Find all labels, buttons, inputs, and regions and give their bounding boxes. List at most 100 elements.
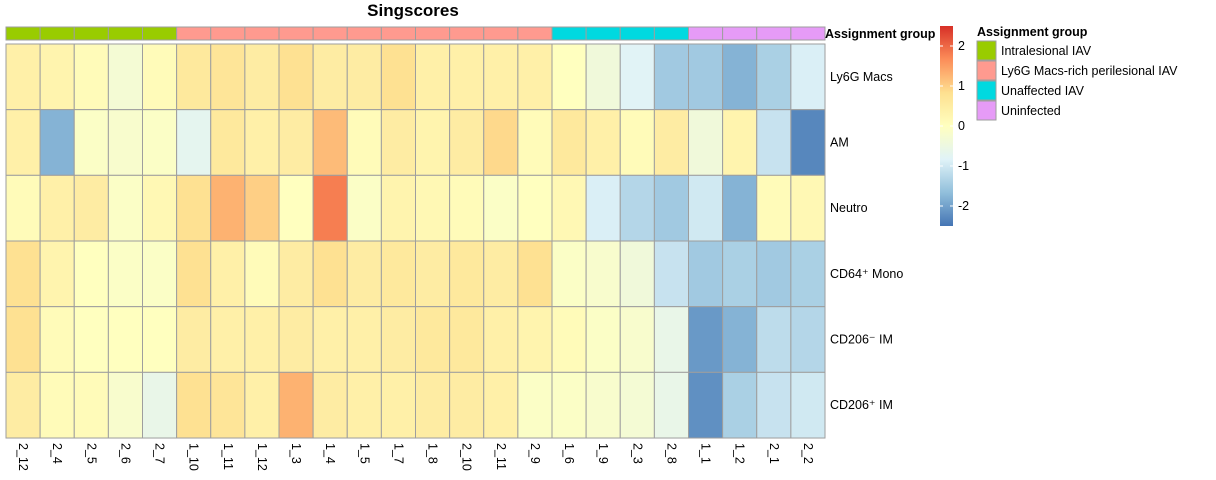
heatmap-cell xyxy=(483,240,519,308)
heatmap-cell xyxy=(278,109,314,176)
heatmap-cells xyxy=(5,43,826,439)
heatmap-cell xyxy=(210,174,246,242)
column-label: 1_5 xyxy=(357,443,371,464)
heatmap-cell xyxy=(142,43,178,111)
heatmap-cell xyxy=(73,240,109,308)
heatmap-cell xyxy=(5,174,41,242)
annotation-bar-label: Assignment group xyxy=(825,27,936,41)
annotation-cell xyxy=(790,26,826,41)
heatmap-cell xyxy=(483,371,519,439)
heatmap-cell xyxy=(278,371,314,439)
column-label: 1_10 xyxy=(187,443,201,471)
heatmap-cell xyxy=(790,306,826,373)
annotation-cell xyxy=(551,26,587,41)
heatmap-cell xyxy=(244,43,280,111)
column-label: 2_6 xyxy=(118,443,132,464)
heatmap-cell xyxy=(585,240,621,308)
heatmap-cell xyxy=(756,174,792,242)
column-label: 2_10 xyxy=(460,443,474,471)
column-label: 2_12 xyxy=(16,443,30,471)
heatmap-cell xyxy=(688,306,724,373)
heatmap-cell xyxy=(653,109,689,176)
heatmap-cell xyxy=(619,306,655,373)
heatmap-cell xyxy=(142,240,178,308)
column-label: 1_3 xyxy=(289,443,303,464)
heatmap-cell xyxy=(415,109,451,176)
column-label: 2_1 xyxy=(767,443,781,464)
heatmap-cell xyxy=(551,109,587,176)
heatmap-cell xyxy=(176,174,212,242)
row-label: Neutro xyxy=(830,201,868,215)
heatmap-cell xyxy=(653,306,689,373)
heatmap-cell xyxy=(380,371,416,439)
heatmap-cell xyxy=(39,43,75,111)
heatmap-cell xyxy=(756,240,792,308)
heatmap-cell xyxy=(278,240,314,308)
heatmap-cell xyxy=(107,43,143,111)
column-label: 2_4 xyxy=(50,443,64,464)
heatmap-cell xyxy=(756,306,792,373)
heatmap-cell xyxy=(449,240,485,308)
heatmap-cell xyxy=(790,43,826,111)
heatmap-cell xyxy=(142,306,178,373)
heatmap-cell xyxy=(176,306,212,373)
heatmap-cell xyxy=(722,306,758,373)
heatmap-cell xyxy=(653,174,689,242)
annotation-cell xyxy=(585,26,621,41)
heatmap-cell xyxy=(346,109,382,176)
heatmap-cell xyxy=(380,240,416,308)
column-label: 2_3 xyxy=(630,443,644,464)
row-labels: Ly6G Macs AM Neutro CD64⁺ Mono CD206⁻ IM CD20… xyxy=(830,70,903,412)
chart-title: Singscores xyxy=(367,1,459,20)
heatmap-cell xyxy=(380,306,416,373)
heatmap-cell xyxy=(551,306,587,373)
heatmap-cell xyxy=(107,371,143,439)
heatmap-cell xyxy=(415,43,451,111)
heatmap-cell xyxy=(244,240,280,308)
heatmap-cell xyxy=(517,306,553,373)
heatmap-cell xyxy=(176,371,212,439)
heatmap-cell xyxy=(107,174,143,242)
column-label: 1_1 xyxy=(699,443,713,464)
column-label: 2_9 xyxy=(528,443,542,464)
color-scale-tick-label: 1 xyxy=(958,79,965,93)
heatmap-cell xyxy=(142,109,178,176)
heatmap-cell xyxy=(278,43,314,111)
heatmap-cell xyxy=(73,174,109,242)
annotation-cell xyxy=(415,26,451,41)
color-scale-legend: 2 1 0 -1 -2 xyxy=(940,26,969,226)
heatmap-cell xyxy=(5,109,41,176)
color-scale-tick-label: -1 xyxy=(958,159,969,173)
heatmap-cell xyxy=(756,43,792,111)
heatmap-cell xyxy=(39,109,75,176)
heatmap-cell xyxy=(449,371,485,439)
heatmap-cell xyxy=(5,371,41,439)
group-legend-label: Unaffected IAV xyxy=(1001,84,1085,98)
heatmap-cell xyxy=(176,43,212,111)
column-label: 2_7 xyxy=(153,443,167,464)
heatmap-cell xyxy=(449,43,485,111)
heatmap-cell xyxy=(244,109,280,176)
color-scale-tick-label: 0 xyxy=(958,119,965,133)
heatmap-cell xyxy=(244,371,280,439)
heatmap-cell xyxy=(415,174,451,242)
heatmap-cell xyxy=(415,240,451,308)
group-legend-swatch xyxy=(976,40,997,61)
annotation-cell xyxy=(5,26,41,41)
heatmap-cell xyxy=(790,174,826,242)
heatmap-cell xyxy=(312,109,348,176)
heatmap-cell xyxy=(619,174,655,242)
heatmap-cell xyxy=(551,174,587,242)
group-legend-label: Uninfected xyxy=(1001,104,1061,118)
annotation-cell xyxy=(722,26,758,41)
heatmap-cell xyxy=(688,43,724,111)
heatmap-cell xyxy=(244,306,280,373)
annotation-cell xyxy=(176,26,212,41)
heatmap-cell xyxy=(415,306,451,373)
annotation-cell xyxy=(483,26,519,41)
heatmap-cell xyxy=(619,109,655,176)
heatmap-cell xyxy=(483,174,519,242)
heatmap-cell xyxy=(312,371,348,439)
heatmap-cell xyxy=(142,371,178,439)
